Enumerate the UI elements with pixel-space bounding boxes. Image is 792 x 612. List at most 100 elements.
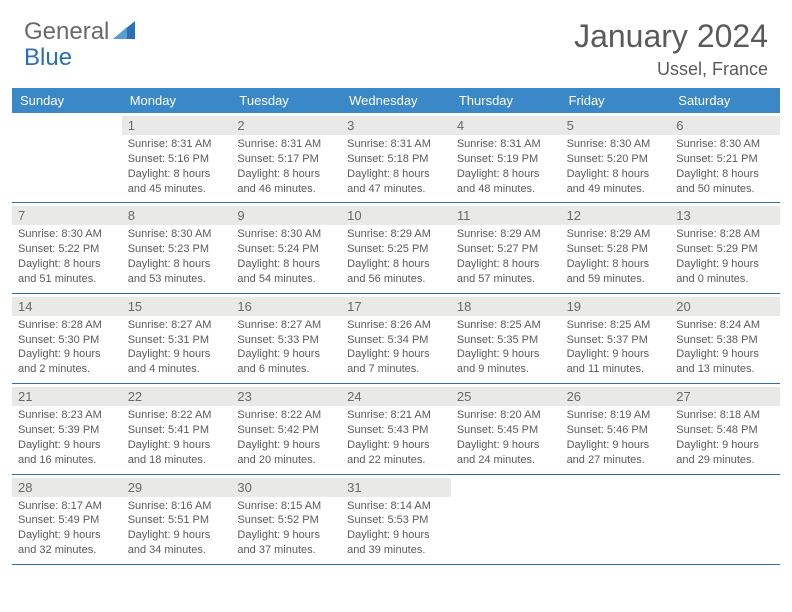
day-info-line: Sunset: 5:49 PM [18, 513, 116, 528]
day-number: 9 [231, 206, 341, 225]
day-info-line: Sunset: 5:29 PM [676, 242, 774, 257]
day-info: Sunrise: 8:30 AMSunset: 5:23 PMDaylight:… [128, 227, 226, 286]
day-cell: 8 Sunrise: 8:30 AMSunset: 5:23 PMDaylight… [122, 203, 232, 292]
day-info: Sunrise: 8:20 AMSunset: 5:45 PMDaylight:… [457, 408, 555, 467]
logo-text-blue: Blue [24, 44, 72, 71]
day-info-line: Sunset: 5:27 PM [457, 242, 555, 257]
day-info-line: and 47 minutes. [347, 182, 445, 197]
day-number: 5 [561, 116, 671, 135]
week-row: 28Sunrise: 8:17 AMSunset: 5:49 PMDayligh… [12, 475, 780, 565]
day-info: Sunrise: 8:27 AMSunset: 5:33 PMDaylight:… [237, 318, 335, 377]
day-number: 4 [451, 116, 561, 135]
day-cell: 10Sunrise: 8:29 AMSunset: 5:25 PMDayligh… [341, 203, 451, 292]
day-info: Sunrise: 8:29 AMSunset: 5:28 PMDaylight:… [567, 227, 665, 286]
day-cell: 13Sunrise: 8:28 AMSunset: 5:29 PMDayligh… [670, 203, 780, 292]
day-info-line: Sunrise: 8:30 AM [676, 137, 774, 152]
day-info-line: Daylight: 8 hours [347, 257, 445, 272]
day-of-week-header: Sunday Monday Tuesday Wednesday Thursday… [12, 88, 780, 113]
day-info: Sunrise: 8:28 AMSunset: 5:30 PMDaylight:… [18, 318, 116, 377]
day-info-line: Sunset: 5:18 PM [347, 152, 445, 167]
day-info-line: Sunset: 5:21 PM [676, 152, 774, 167]
day-info-line: Daylight: 9 hours [676, 257, 774, 272]
logo-line2: Blue [24, 44, 72, 72]
day-info-line: and 32 minutes. [18, 543, 116, 558]
day-info-line: Daylight: 9 hours [18, 347, 116, 362]
day-info-line: Sunrise: 8:27 AM [128, 318, 226, 333]
day-info-line: Sunset: 5:23 PM [128, 242, 226, 257]
header: General January 2024 Ussel, France [0, 0, 792, 88]
day-cell [12, 113, 122, 202]
day-info-line: Daylight: 8 hours [457, 167, 555, 182]
day-info-line: and 24 minutes. [457, 453, 555, 468]
day-info: Sunrise: 8:30 AMSunset: 5:21 PMDaylight:… [676, 137, 774, 196]
day-info-line: Sunset: 5:17 PM [237, 152, 335, 167]
day-info-line: Sunrise: 8:26 AM [347, 318, 445, 333]
day-number: 11 [451, 206, 561, 225]
day-info-line: Sunrise: 8:16 AM [128, 499, 226, 514]
day-info: Sunrise: 8:16 AMSunset: 5:51 PMDaylight:… [128, 499, 226, 558]
day-info: Sunrise: 8:29 AMSunset: 5:25 PMDaylight:… [347, 227, 445, 286]
dow-friday: Friday [561, 88, 671, 113]
day-cell: 6 Sunrise: 8:30 AMSunset: 5:21 PMDaylight… [670, 113, 780, 202]
logo-triangle-icon [113, 21, 135, 44]
day-number: 6 [670, 116, 780, 135]
day-info: Sunrise: 8:25 AMSunset: 5:35 PMDaylight:… [457, 318, 555, 377]
day-info-line: and 4 minutes. [128, 362, 226, 377]
week-row: 21Sunrise: 8:23 AMSunset: 5:39 PMDayligh… [12, 384, 780, 474]
day-info-line: and 56 minutes. [347, 272, 445, 287]
day-info-line: Sunset: 5:22 PM [18, 242, 116, 257]
day-info-line: Daylight: 9 hours [128, 528, 226, 543]
day-info-line: and 11 minutes. [567, 362, 665, 377]
day-cell [670, 475, 780, 564]
day-number: 2 [231, 116, 341, 135]
day-info-line: and 27 minutes. [567, 453, 665, 468]
day-info-line: Sunrise: 8:14 AM [347, 499, 445, 514]
day-cell: 21Sunrise: 8:23 AMSunset: 5:39 PMDayligh… [12, 384, 122, 473]
day-number: 25 [451, 387, 561, 406]
dow-wednesday: Wednesday [341, 88, 451, 113]
day-info-line: Daylight: 9 hours [237, 438, 335, 453]
day-info-line: Daylight: 8 hours [237, 257, 335, 272]
day-info-line: Sunset: 5:38 PM [676, 333, 774, 348]
logo: General [24, 18, 137, 46]
day-info-line: Daylight: 8 hours [18, 257, 116, 272]
day-cell: 25 Sunrise: 8:20 AMSunset: 5:45 PMDayligh… [451, 384, 561, 473]
day-info-line: Sunset: 5:35 PM [457, 333, 555, 348]
day-info-line: and 9 minutes. [457, 362, 555, 377]
day-info-line: Sunrise: 8:24 AM [676, 318, 774, 333]
day-info-line: and 50 minutes. [676, 182, 774, 197]
day-number: 14 [12, 297, 122, 316]
dow-tuesday: Tuesday [231, 88, 341, 113]
week-row: 14 Sunrise: 8:28 AMSunset: 5:30 PMDayligh… [12, 294, 780, 384]
day-info-line: Daylight: 9 hours [128, 347, 226, 362]
day-info: Sunrise: 8:18 AMSunset: 5:48 PMDaylight:… [676, 408, 774, 467]
day-cell: 29 Sunrise: 8:16 AMSunset: 5:51 PMDayligh… [122, 475, 232, 564]
day-info-line: and 53 minutes. [128, 272, 226, 287]
day-info-line: and 48 minutes. [457, 182, 555, 197]
day-number: 16 [231, 297, 341, 316]
day-cell: 28Sunrise: 8:17 AMSunset: 5:49 PMDayligh… [12, 475, 122, 564]
day-info-line: Sunset: 5:53 PM [347, 513, 445, 528]
day-info-line: and 2 minutes. [18, 362, 116, 377]
day-cell [451, 475, 561, 564]
day-info-line: and 29 minutes. [676, 453, 774, 468]
day-number: 1 [122, 116, 232, 135]
day-info-line: Daylight: 8 hours [676, 167, 774, 182]
day-cell: 30Sunrise: 8:15 AMSunset: 5:52 PMDayligh… [231, 475, 341, 564]
day-number: 24 [341, 387, 451, 406]
day-info: Sunrise: 8:21 AMSunset: 5:43 PMDaylight:… [347, 408, 445, 467]
day-info-line: Daylight: 9 hours [676, 438, 774, 453]
day-info-line: and 45 minutes. [128, 182, 226, 197]
day-number: 8 [122, 206, 232, 225]
day-info-line: Daylight: 9 hours [18, 528, 116, 543]
day-number: 19 [561, 297, 671, 316]
day-number: 13 [670, 206, 780, 225]
day-info: Sunrise: 8:30 AMSunset: 5:24 PMDaylight:… [237, 227, 335, 286]
day-info: Sunrise: 8:24 AMSunset: 5:38 PMDaylight:… [676, 318, 774, 377]
day-number: 29 [122, 478, 232, 497]
day-info-line: Daylight: 9 hours [347, 347, 445, 362]
day-number: 15 [122, 297, 232, 316]
day-info: Sunrise: 8:30 AMSunset: 5:22 PMDaylight:… [18, 227, 116, 286]
day-number: 22 [122, 387, 232, 406]
day-info-line: Sunset: 5:52 PM [237, 513, 335, 528]
